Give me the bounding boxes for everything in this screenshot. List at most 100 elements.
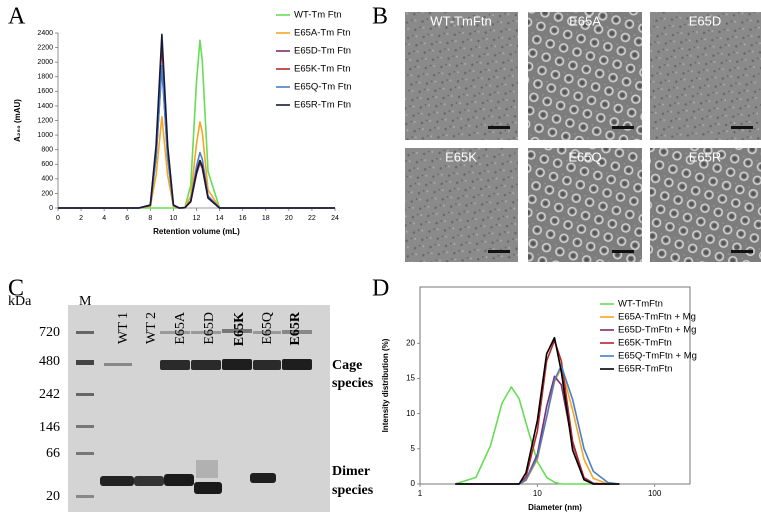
legend-label: E65Q-TmFtn + Mg — [618, 351, 697, 362]
x-tick-label: 10 — [170, 215, 178, 222]
annotation: species — [332, 483, 374, 498]
legend-label: WT-Tm Ftn — [294, 10, 342, 21]
band — [191, 360, 221, 370]
band — [76, 393, 94, 396]
band — [282, 330, 312, 334]
chart: 0 5 10 15 20 1 10 100 Diameter (nm) Intensity dis… — [381, 286, 697, 512]
y-tick-label: 800 — [41, 147, 53, 154]
micrograph-label: E65D — [689, 13, 722, 28]
y-tick-label: 15 — [406, 374, 415, 383]
y-tick-label: 200 — [41, 190, 53, 197]
lane-label: E65Q — [260, 312, 275, 345]
micrograph-label: E65K — [445, 149, 477, 164]
x-tick-label: 0 — [56, 215, 60, 222]
smear — [196, 460, 218, 478]
scale-bar — [488, 250, 510, 253]
y-tick-label: 0 — [49, 205, 53, 212]
series-line — [58, 33, 335, 209]
y-tick-label: 20 — [406, 338, 415, 347]
micrograph — [405, 12, 518, 140]
y-tick-label: 1400 — [37, 103, 53, 110]
band — [191, 331, 221, 334]
micrograph — [405, 148, 518, 262]
micrograph-label: E65R — [689, 149, 722, 164]
gel-unit: kDa — [8, 294, 32, 309]
band — [253, 331, 281, 334]
scale-bar — [612, 250, 634, 253]
series-line — [455, 386, 620, 485]
y-tick-label: 1000 — [37, 132, 53, 139]
series-line — [455, 336, 620, 485]
micrograph — [528, 148, 642, 262]
x-tick-label: 22 — [308, 215, 316, 222]
band — [76, 452, 94, 455]
legend-label: E65A-TmFtn + Mg — [618, 312, 696, 323]
x-tick-label: 4 — [102, 215, 106, 222]
legend-label: E65R-TmFtn — [618, 364, 672, 375]
x-tick-label: 16 — [239, 215, 247, 222]
y-axis-label: A₂₈₀ (mAU) — [13, 99, 22, 142]
annotation: species — [332, 376, 374, 391]
marker-label: 480 — [39, 354, 60, 369]
micrograph-label: WT-TmFtn — [430, 13, 491, 28]
lane-label: E65K — [232, 312, 247, 346]
x-axis-label: Diameter (nm) — [528, 503, 582, 512]
x-tick-label: 18 — [262, 215, 270, 222]
band — [100, 476, 134, 486]
band — [222, 359, 252, 370]
x-tick-label: 10 — [533, 489, 542, 498]
band — [104, 363, 132, 366]
band — [76, 331, 94, 334]
marker-label: 720 — [39, 325, 60, 340]
marker-lane-label: M — [79, 294, 92, 309]
chart: 0200400600800100012001400160018002000220… — [13, 10, 351, 237]
scale-bar — [731, 250, 753, 253]
y-tick-label: 1600 — [37, 88, 53, 95]
y-tick-label: 10 — [406, 409, 415, 418]
lane-label: E65R — [288, 311, 303, 345]
band — [194, 482, 222, 494]
x-tick-label: 14 — [216, 215, 224, 222]
micrograph — [528, 12, 642, 140]
marker-label: 66 — [46, 446, 60, 461]
panel-label: C — [8, 276, 24, 302]
y-tick-label: 600 — [41, 161, 53, 168]
lane-label: E65A — [173, 311, 188, 345]
legend-label: E65R-Tm Ftn — [294, 100, 351, 111]
y-tick-label: 2200 — [37, 44, 53, 51]
y-axis-label: Intensity distribution (%) — [381, 338, 390, 432]
x-tick-label: 20 — [285, 215, 293, 222]
x-tick-label: 1 — [418, 489, 423, 498]
scale-bar — [612, 126, 634, 129]
band — [76, 360, 94, 365]
gel: kDa M WT 1 WT 2 E65A E65D E65K E65Q E65R… — [8, 294, 374, 512]
marker-label: 146 — [39, 420, 60, 435]
band — [164, 474, 194, 486]
lane-label: E65D — [202, 312, 217, 345]
micrograph — [650, 12, 761, 140]
band — [253, 360, 281, 370]
y-tick-label: 400 — [41, 176, 53, 183]
panel-label: B — [372, 4, 388, 30]
scale-bar — [488, 126, 510, 129]
panel-label: A — [8, 4, 26, 30]
y-tick-label: 1800 — [37, 74, 53, 81]
y-tick-label: 1200 — [37, 117, 53, 124]
plot-frame — [419, 286, 691, 485]
legend-label: E65Q-Tm Ftn — [294, 82, 352, 93]
annotation: Dimer — [332, 464, 370, 479]
micrographs: WT-TmFtn E65A E65D E65K E65Q E65R — [405, 12, 761, 262]
legend-label: E65K-Tm Ftn — [294, 64, 351, 75]
x-tick-label: 12 — [193, 215, 201, 222]
x-tick-label: 2 — [79, 215, 83, 222]
band — [222, 329, 252, 333]
band — [250, 473, 276, 483]
band — [76, 425, 94, 428]
x-axis-label: Retention volume (mL) — [153, 227, 240, 236]
legend-label: E65D-TmFtn + Mg — [618, 325, 696, 336]
x-tick-label: 24 — [331, 215, 339, 222]
marker-label: 242 — [39, 387, 60, 402]
x-tick-label: 8 — [148, 215, 152, 222]
band — [160, 331, 190, 334]
